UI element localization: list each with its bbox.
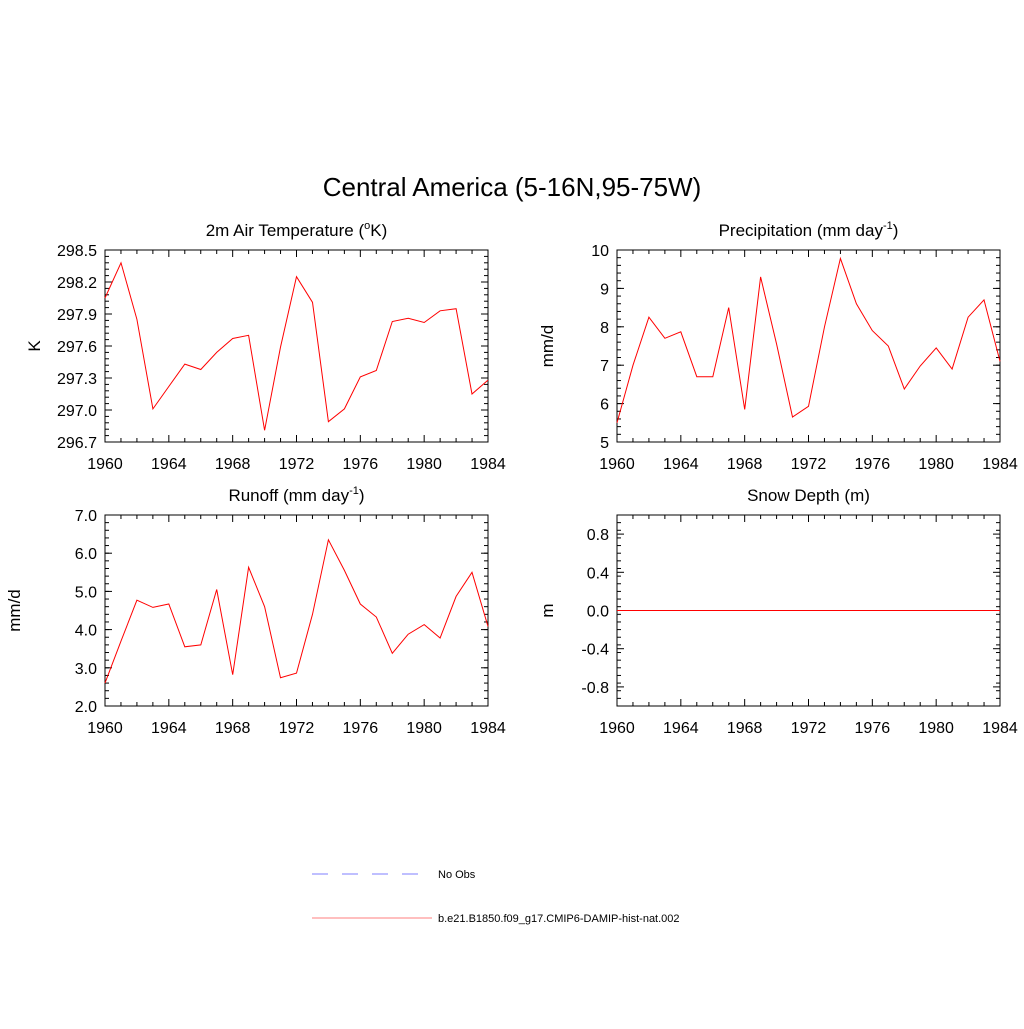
runoff-ytick-label: 6.0	[75, 546, 97, 563]
panel-air-temperature: 1960 1964 1968 1972 1976 1980 1984 296.7 297.0 29…	[25, 220, 506, 473]
runoff-xtick-label: 1984	[470, 720, 506, 737]
snow-depth-xtick-label: 1976	[855, 720, 891, 737]
air-temperature-ytick-label: 298.2	[57, 275, 97, 292]
precipitation-xtick-label: 1972	[791, 456, 827, 473]
air-temperature-xtick-label: 1964	[151, 456, 187, 473]
precipitation-ytick-label: 7	[600, 358, 609, 375]
precipitation-xtick-label: 1964	[663, 456, 699, 473]
runoff-ytick-label: 3.0	[75, 661, 97, 678]
air-temperature-xtick-label: 1984	[470, 456, 506, 473]
precipitation-ytick-label: 5	[600, 435, 609, 452]
panel-precipitation: 1960 1964 1968 1972 1976 1980 1984 5 6 7 8 9 10 mm/d P…	[538, 220, 1018, 473]
runoff-xtick-label: 1976	[343, 720, 379, 737]
page-title: Central America (5-16N,95-75W)	[323, 172, 702, 202]
air-temperature-xtick-label: 1976	[343, 456, 379, 473]
air-temperature-ytick-label: 297.3	[57, 371, 97, 388]
runoff-ytick-label: 4.0	[75, 623, 97, 640]
runoff-ytick-label: 2.0	[75, 699, 97, 716]
precipitation-xtick-label: 1960	[599, 456, 635, 473]
snow-depth-xtick-label: 1972	[791, 720, 827, 737]
air-temperature-ytick-label: 297.6	[57, 339, 97, 356]
precipitation-xtick-label: 1976	[855, 456, 891, 473]
legend: No Obs b.e21.B1850.f09_g17.CMIP6-DAMIP-h…	[312, 869, 680, 925]
precipitation-title: Precipitation (mm day-1)	[719, 220, 899, 240]
air-temperature-ytick-label: 297.0	[57, 403, 97, 420]
panel-snow-depth: 1960 1964 1968 1972 1976 1980 1984 0.8 0.4 0.0 -0.…	[538, 486, 1018, 737]
runoff-ytick-label: 7.0	[75, 508, 97, 525]
snow-depth-xtick-label: 1984	[982, 720, 1018, 737]
snow-depth-ytick-label: -0.4	[581, 642, 609, 659]
runoff-ytick-label: 5.0	[75, 584, 97, 601]
precipitation-ytick-label: 9	[600, 281, 609, 298]
precipitation-xtick-label: 1980	[918, 456, 954, 473]
runoff-xtick-label: 1968	[215, 720, 251, 737]
precipitation-ytick-label: 8	[600, 320, 609, 337]
runoff-xtick-label: 1980	[406, 720, 442, 737]
precipitation-xtick-label: 1984	[982, 456, 1018, 473]
air-temperature-ytick-label: 296.7	[57, 435, 97, 452]
air-temperature-series-line	[104, 261, 489, 431]
runoff-ylabel: mm/d	[5, 589, 24, 632]
precipitation-ylabel: mm/d	[538, 325, 557, 368]
air-temperature-ylabel: K	[25, 340, 44, 352]
snow-depth-xtick-label: 1968	[727, 720, 763, 737]
snow-depth-xtick-label: 1964	[663, 720, 699, 737]
snow-depth-xtick-label: 1960	[599, 720, 635, 737]
snow-depth-ytick-label: 0.8	[587, 527, 609, 544]
runoff-xtick-label: 1972	[279, 720, 315, 737]
legend-label-model: b.e21.B1850.f09_g17.CMIP6-DAMIP-hist-nat…	[438, 913, 680, 925]
precipitation-ytick-label: 10	[591, 243, 609, 260]
snow-depth-xtick-label: 1980	[918, 720, 954, 737]
runoff-xtick-label: 1964	[151, 720, 187, 737]
air-temperature-ytick-label: 298.5	[57, 243, 97, 260]
air-temperature-xtick-label: 1960	[87, 456, 123, 473]
precipitation-series-line	[616, 256, 1001, 423]
legend-label-obs: No Obs	[438, 869, 476, 881]
air-temperature-ytick-label: 297.9	[57, 307, 97, 324]
runoff-xtick-label: 1960	[87, 720, 123, 737]
air-temperature-title: 2m Air Temperature (oK)	[206, 220, 388, 240]
air-temperature-xtick-label: 1980	[406, 456, 442, 473]
snow-depth-title: Snow Depth (m)	[747, 486, 870, 505]
snow-depth-ytick-label: 0.4	[587, 565, 609, 582]
snow-depth-ytick-label: -0.8	[581, 680, 609, 697]
panel-runoff: 1960 1964 1968 1972 1976 1980 1984 2.0 3.0 4.0 5.0…	[5, 485, 506, 737]
runoff-series-line	[104, 538, 489, 684]
snow-depth-ylabel: m	[538, 603, 557, 617]
air-temperature-xtick-label: 1968	[215, 456, 251, 473]
precipitation-ytick-label: 6	[600, 397, 609, 414]
air-temperature-xtick-label: 1972	[279, 456, 315, 473]
runoff-title: Runoff (mm day-1)	[228, 485, 364, 505]
precipitation-xtick-label: 1968	[727, 456, 763, 473]
snow-depth-ytick-label: 0.0	[587, 604, 609, 621]
